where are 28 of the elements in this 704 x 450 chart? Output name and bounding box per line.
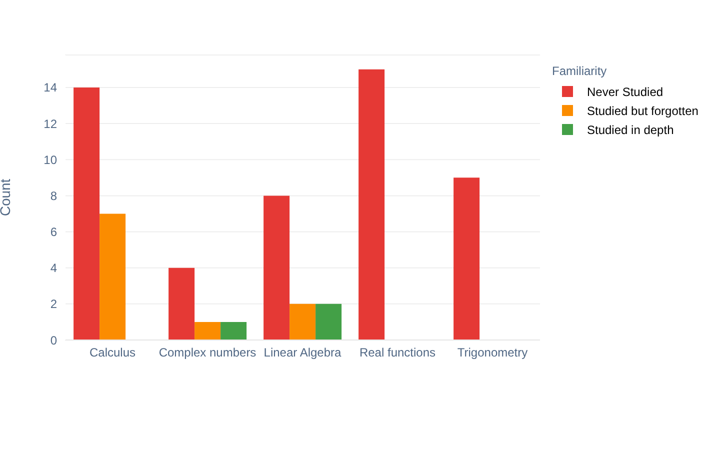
x-tick-label: Linear Algebra <box>264 346 342 360</box>
x-tick-label: Real functions <box>359 346 436 360</box>
bar <box>316 304 342 340</box>
y-tick-label: 12 <box>44 116 58 131</box>
x-tick-label: Calculus <box>89 346 136 360</box>
bar <box>220 322 247 340</box>
y-tick-label: 0 <box>50 333 58 348</box>
bar <box>290 304 316 340</box>
y-tick-label: 4 <box>50 261 58 276</box>
bar <box>100 214 126 340</box>
y-tick-label: 14 <box>44 80 58 95</box>
y-tick-label: 10 <box>44 152 58 167</box>
bar <box>358 69 385 340</box>
legend-title: Familiarity <box>552 64 608 78</box>
bar <box>264 196 290 340</box>
bar <box>454 178 480 340</box>
legend-label: Never Studied <box>587 84 664 98</box>
y-tick-label: 2 <box>50 297 58 312</box>
y-tick-label: 6 <box>50 225 58 240</box>
x-tick-label: Trigonometry <box>457 346 528 360</box>
legend-label: Studied but forgotten <box>587 104 698 118</box>
x-tick-label: Complex numbers <box>158 346 256 360</box>
bar <box>74 87 100 340</box>
bar <box>168 268 195 340</box>
bar <box>194 322 221 340</box>
y-axis-title: Count <box>0 178 13 216</box>
y-tick-label: 8 <box>50 188 58 203</box>
legend-label: Studied in depth <box>587 122 674 136</box>
